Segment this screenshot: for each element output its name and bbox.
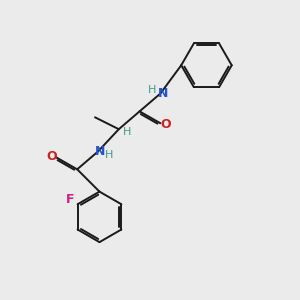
Text: H: H — [105, 150, 113, 160]
Text: N: N — [95, 145, 105, 158]
Text: F: F — [66, 193, 74, 206]
Text: O: O — [160, 118, 171, 130]
Text: N: N — [158, 87, 168, 100]
Text: O: O — [46, 150, 57, 163]
Text: H: H — [123, 127, 131, 137]
Text: H: H — [148, 85, 156, 95]
